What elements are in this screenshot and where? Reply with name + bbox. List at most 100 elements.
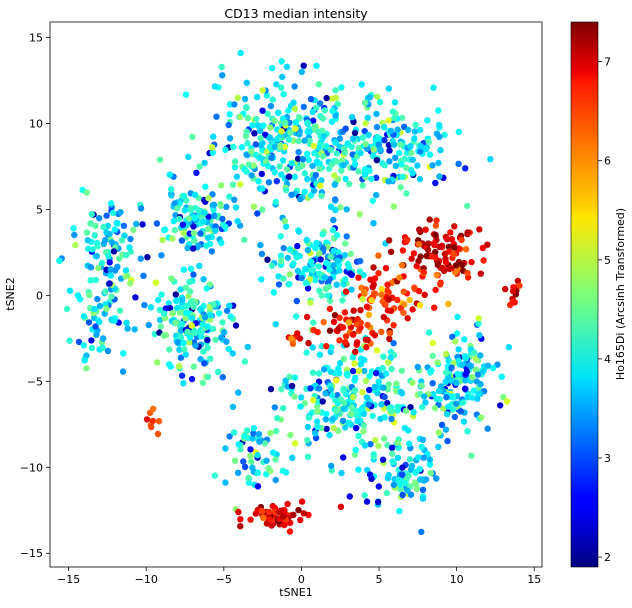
data-point [166,361,172,367]
data-point [186,279,192,285]
colorbar-label: Ho165Di (Arcsinh Transformed) [614,208,627,380]
tick-label: 15 [527,573,541,586]
data-point [400,174,406,180]
data-point [459,262,465,268]
data-point [292,374,298,380]
data-point [375,252,381,258]
data-point [451,223,457,229]
data-point [320,153,326,159]
data-point [461,336,467,342]
data-point [205,235,211,241]
data-point [436,173,442,179]
data-point [290,99,296,105]
data-point [224,308,230,314]
data-point [439,265,445,271]
data-point [417,302,423,308]
data-point [283,223,289,229]
data-point [432,287,438,293]
data-point [370,413,376,419]
data-point [510,299,516,305]
data-point [267,135,273,141]
data-point [230,404,236,410]
data-point [342,240,348,246]
data-point [320,398,326,404]
data-point [82,357,88,363]
tick-label: −5 [216,573,232,586]
data-point [299,498,305,504]
data-point [141,302,147,308]
data-point [127,236,133,242]
data-point [185,154,191,160]
data-point [392,155,398,161]
data-point [350,136,356,142]
data-point [340,281,346,287]
data-point [362,492,368,498]
data-point [285,281,291,287]
data-point [272,118,278,124]
data-point [414,486,420,492]
data-point [405,315,411,321]
data-point [322,274,328,280]
data-point [253,116,259,122]
data-point [427,216,433,222]
data-point [290,512,296,518]
data-point [386,472,392,478]
data-point [447,266,453,272]
data-point [204,337,210,343]
data-point [409,380,415,386]
data-point [329,416,335,422]
data-point [302,170,308,176]
data-point [177,309,183,315]
data-point [329,108,335,114]
data-point [212,228,218,234]
data-point [419,404,425,410]
data-point [321,133,327,139]
data-point [384,490,390,496]
data-point [458,237,464,243]
data-point [324,292,330,298]
data-point [181,193,187,199]
data-point [350,368,356,374]
tick-label: 0 [298,573,305,586]
data-point [306,157,312,163]
data-point [478,414,484,420]
data-point [56,258,62,264]
data-point [200,276,206,282]
data-point [316,250,322,256]
tick-label: 0 [36,289,43,302]
data-point [138,256,144,262]
data-point [299,69,305,75]
data-point [397,141,403,147]
data-point [304,314,310,320]
data-point [480,245,486,251]
data-point [231,197,237,203]
data-point [237,114,243,120]
data-point [251,204,257,210]
data-point [361,289,367,295]
data-point [290,260,296,266]
data-point [138,205,144,211]
data-point [359,389,365,395]
data-point [184,303,190,309]
data-point [132,294,138,300]
data-point [364,322,370,328]
data-point [380,457,386,463]
data-point [190,300,196,306]
data-point [242,96,248,102]
data-point [174,297,180,303]
data-point [316,81,322,87]
data-point [207,356,213,362]
data-point [388,366,394,372]
data-point [328,147,334,153]
data-point [309,163,315,169]
data-point [363,120,369,126]
data-point [232,158,238,164]
data-point [260,122,266,128]
data-point [280,513,286,519]
data-point [426,329,432,335]
data-point [332,181,338,187]
data-point [305,424,311,430]
data-point [352,130,358,136]
data-point [410,409,416,415]
data-point [340,406,346,412]
